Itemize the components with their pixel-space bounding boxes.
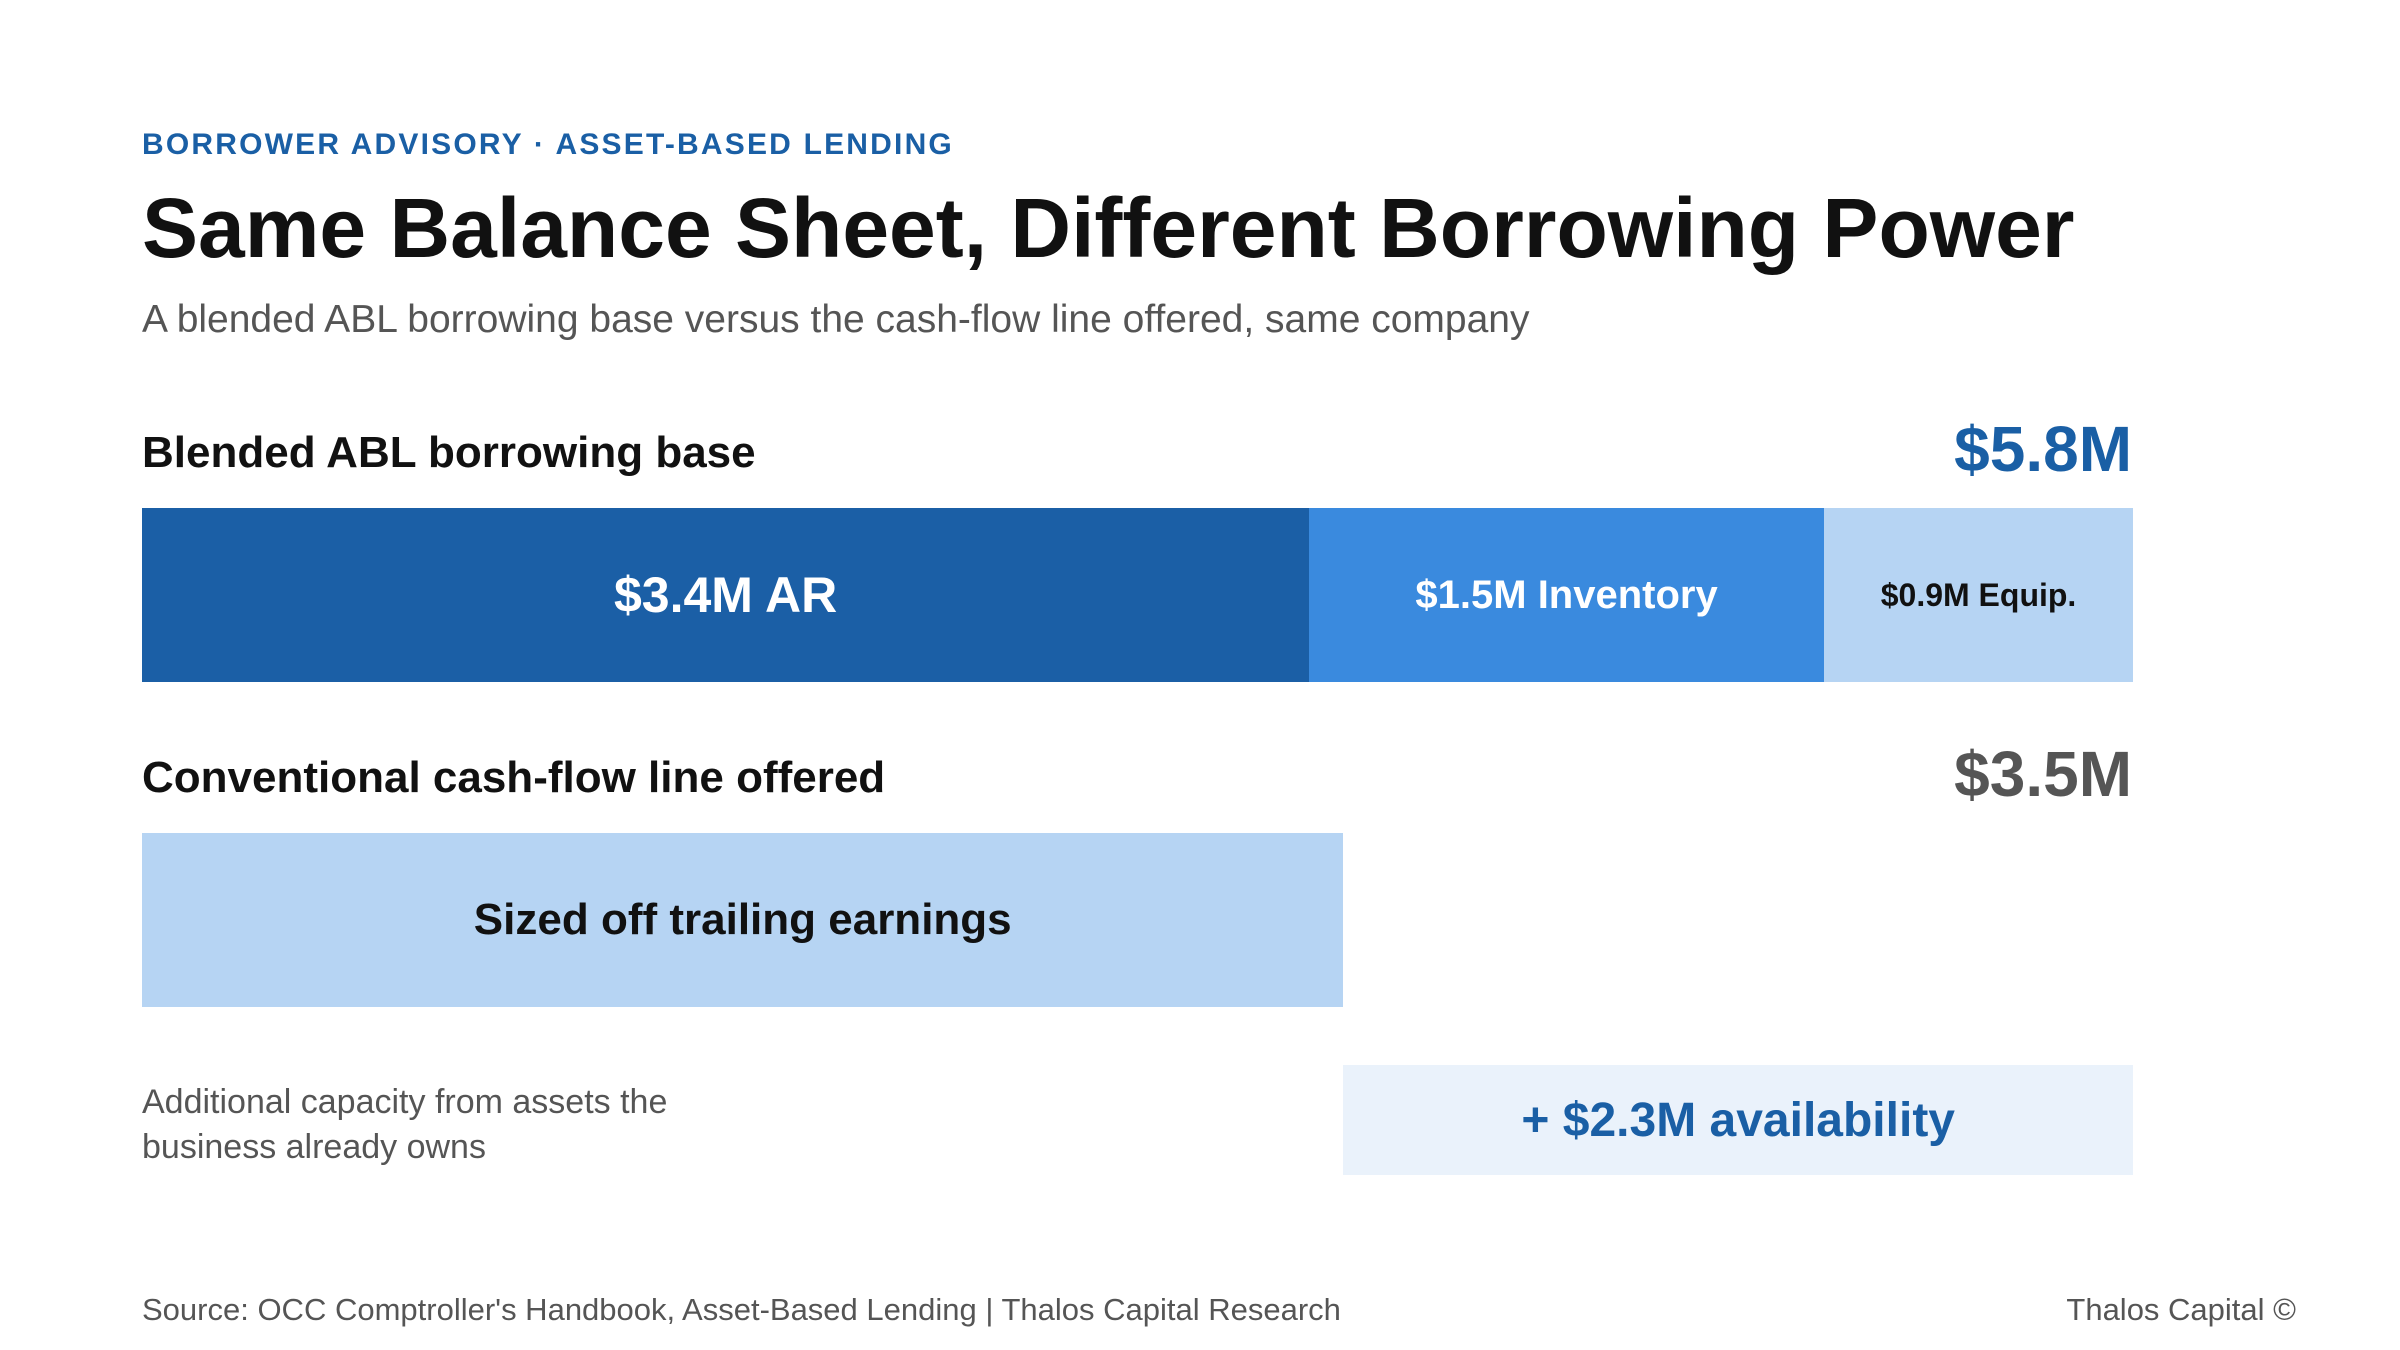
row-total-abl: $5.8M: [1954, 413, 2132, 485]
row-label-cash-flow: Conventional cash-flow line offered: [142, 753, 886, 802]
source-note: Source: OCC Comptroller's Handbook, Asse…: [142, 1292, 1341, 1327]
bar-cash-flow-line: Sized off trailing earnings: [142, 833, 1344, 1007]
row-total-cash-flow: $3.5M: [1954, 738, 2132, 810]
chart-subtitle: A blended ABL borrowing base versus the …: [142, 298, 1530, 341]
eyebrow-label: BORROWER ADVISORY · ASSET-BASED LENDING: [142, 128, 954, 161]
additional-capacity-note: Additional capacity from assets the busi…: [142, 1083, 668, 1166]
bar-segment-1-0: Sized off trailing earnings: [142, 833, 1344, 1007]
brand-credit: Thalos Capital ©: [2066, 1292, 2296, 1327]
availability-delta-box: + $2.3M availability: [1343, 1065, 2133, 1175]
bar-segment-0-0: $3.4M AR: [142, 508, 1310, 682]
bar-abl-borrowing-base: $3.4M AR $1.5M Inventory $0.9M Equip.: [142, 508, 2133, 682]
bar-segment-0-2: $0.9M Equip.: [1824, 508, 2133, 682]
row-label-abl: Blended ABL borrowing base: [142, 428, 756, 477]
bar-segment-0-1: $1.5M Inventory: [1309, 508, 1825, 682]
chart-title: Same Balance Sheet, Different Borrowing …: [142, 181, 2075, 275]
